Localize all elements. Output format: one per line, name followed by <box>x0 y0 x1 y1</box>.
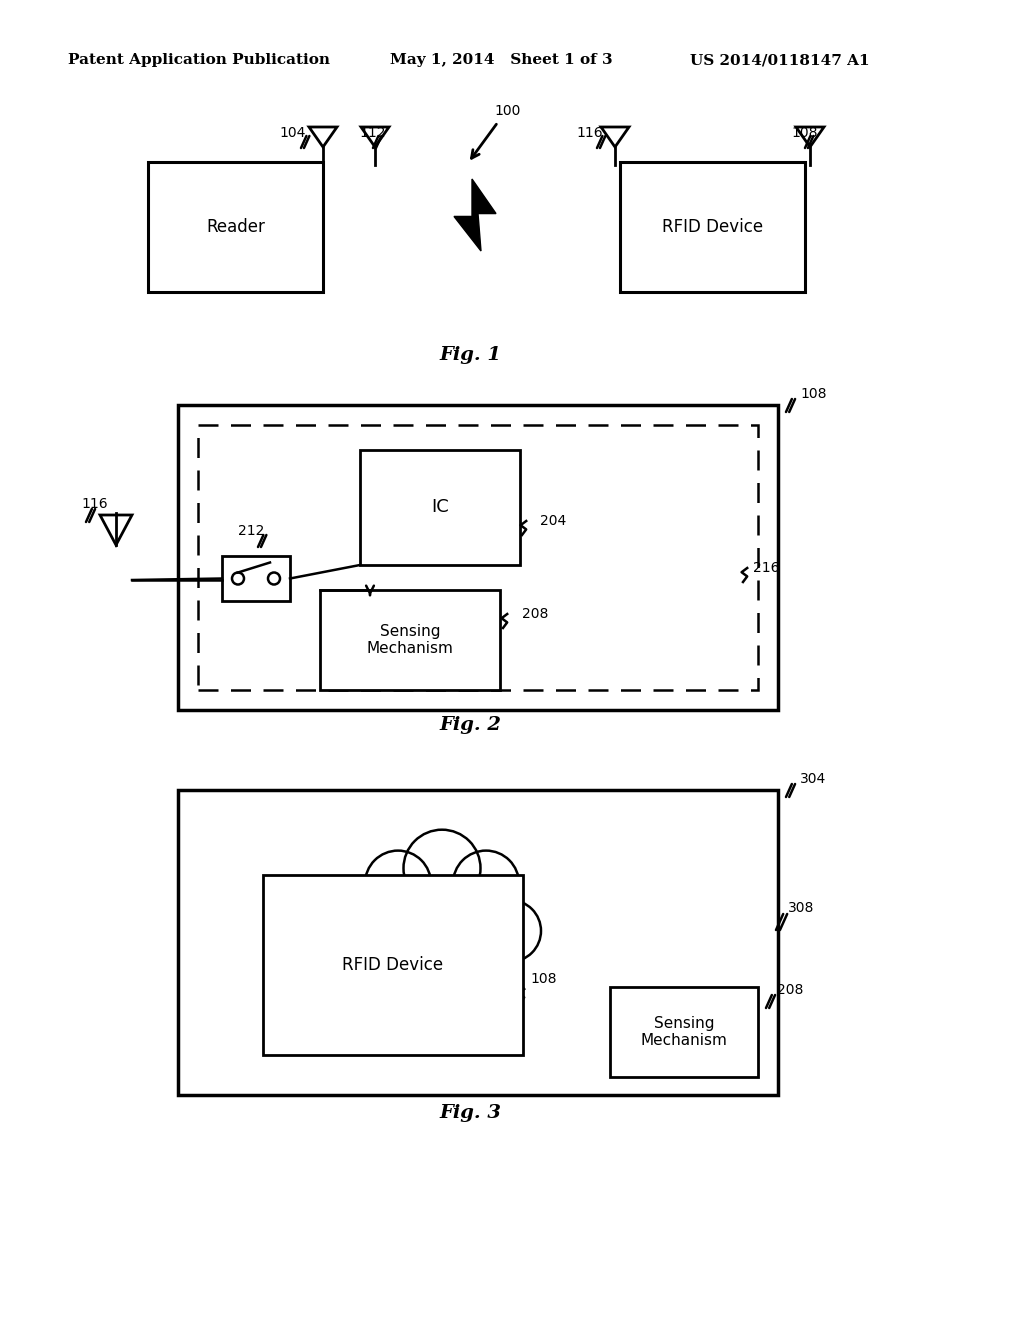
Text: 116: 116 <box>81 498 108 511</box>
Text: 104: 104 <box>280 125 306 140</box>
Text: Sensing
Mechanism: Sensing Mechanism <box>367 624 454 656</box>
Text: 108: 108 <box>800 387 826 401</box>
Circle shape <box>370 961 431 1022</box>
Text: Fig. 1: Fig. 1 <box>439 346 501 364</box>
Text: 108: 108 <box>792 125 818 140</box>
FancyBboxPatch shape <box>178 405 778 710</box>
Text: 204: 204 <box>540 513 566 528</box>
FancyBboxPatch shape <box>360 450 520 565</box>
FancyBboxPatch shape <box>610 987 758 1077</box>
Text: 208: 208 <box>777 983 804 997</box>
Text: 208: 208 <box>522 607 549 620</box>
FancyBboxPatch shape <box>148 162 323 292</box>
Text: IC: IC <box>431 499 449 516</box>
Text: 112: 112 <box>359 125 386 140</box>
Circle shape <box>362 857 521 1015</box>
Text: Patent Application Publication: Patent Application Publication <box>68 53 330 67</box>
Circle shape <box>453 961 515 1022</box>
Text: Sensing
Mechanism: Sensing Mechanism <box>641 1016 727 1048</box>
Text: 116: 116 <box>577 125 603 140</box>
Circle shape <box>365 850 431 916</box>
Circle shape <box>412 974 473 1035</box>
Text: Reader: Reader <box>206 218 265 236</box>
Text: RFID Device: RFID Device <box>342 956 443 974</box>
Circle shape <box>343 900 404 962</box>
Text: May 1, 2014   Sheet 1 of 3: May 1, 2014 Sheet 1 of 3 <box>390 53 612 67</box>
Circle shape <box>403 830 480 907</box>
Text: 308: 308 <box>788 902 814 915</box>
FancyBboxPatch shape <box>178 789 778 1096</box>
Circle shape <box>479 900 541 962</box>
Text: RFID Device: RFID Device <box>662 218 763 236</box>
Circle shape <box>453 850 519 916</box>
FancyBboxPatch shape <box>620 162 805 292</box>
Text: Fig. 3: Fig. 3 <box>439 1104 501 1122</box>
FancyBboxPatch shape <box>222 556 290 601</box>
Text: US 2014/0118147 A1: US 2014/0118147 A1 <box>690 53 869 67</box>
Polygon shape <box>454 180 496 251</box>
Text: 216: 216 <box>753 561 779 576</box>
Text: Fig. 2: Fig. 2 <box>439 715 501 734</box>
Text: 100: 100 <box>495 104 521 117</box>
Text: 108: 108 <box>530 972 556 986</box>
Text: 304: 304 <box>800 772 826 785</box>
Text: 212: 212 <box>238 524 264 539</box>
FancyBboxPatch shape <box>319 590 500 690</box>
FancyBboxPatch shape <box>263 875 523 1055</box>
